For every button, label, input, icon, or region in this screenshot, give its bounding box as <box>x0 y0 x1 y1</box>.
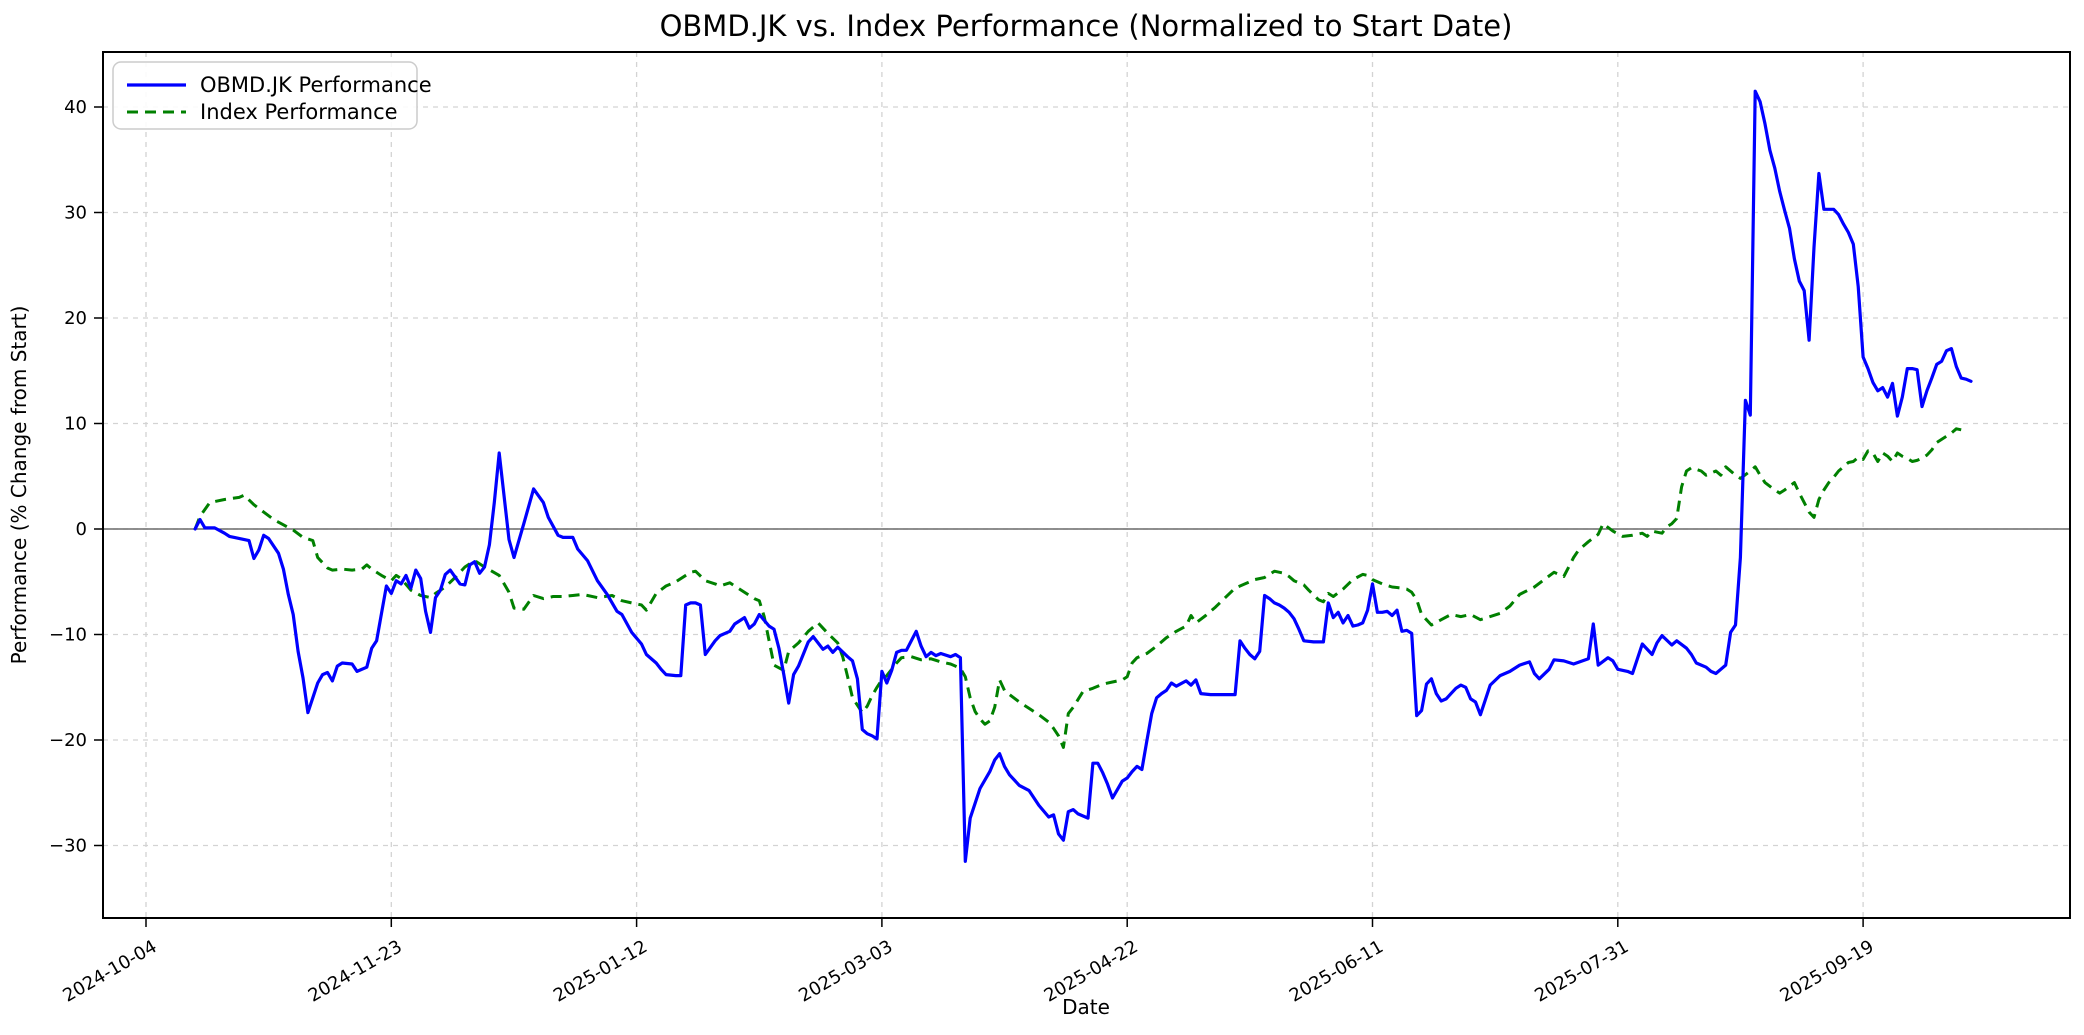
legend-label-obmdjk: OBMD.JK Performance <box>200 73 432 97</box>
y-tick-label: 20 <box>64 308 87 329</box>
obmdjk-performance-line <box>193 89 1973 863</box>
legend-label-index: Index Performance <box>200 100 398 124</box>
plot-border <box>102 51 2071 919</box>
x-tick-label: 2024-10-04 <box>59 936 160 1006</box>
y-tick-label: 0 <box>76 519 87 540</box>
legend-item-index: Index Performance <box>127 100 398 124</box>
y-axis-ticks: −30 −20 −10 0 10 20 30 40 <box>49 97 103 857</box>
y-gridlines <box>103 106 2070 847</box>
index-performance-line <box>193 427 1962 749</box>
x-tick-label: 2025-01-12 <box>550 936 651 1006</box>
x-tick-label: 2025-06-11 <box>1286 936 1387 1006</box>
y-axis-label: Performance (% Change from Start) <box>7 306 31 665</box>
x-gridlines <box>145 52 1864 918</box>
x-tick-label: 2024-11-23 <box>305 936 406 1006</box>
x-tick-label: 2025-03-03 <box>795 936 896 1006</box>
x-axis-label: Date <box>1062 995 1110 1019</box>
legend-box <box>112 61 418 130</box>
y-tick-label: 10 <box>64 414 87 435</box>
y-tick-label: −10 <box>49 625 87 646</box>
y-tick-label: 30 <box>64 203 87 224</box>
chart-title: OBMD.JK vs. Index Performance (Normalize… <box>660 9 1513 43</box>
x-tick-label: 2025-07-31 <box>1531 936 1632 1006</box>
x-tick-label: 2025-09-19 <box>1777 936 1878 1006</box>
legend-item-obmdjk: OBMD.JK Performance <box>127 73 432 97</box>
legend: OBMD.JK Performance Index Performance <box>112 61 432 130</box>
y-tick-label: −20 <box>49 730 87 751</box>
y-tick-label: 40 <box>64 97 87 118</box>
x-axis-ticks: 2024-10-04 2024-11-23 2025-01-12 2025-03-03… <box>59 918 1878 1007</box>
y-tick-label: −30 <box>49 836 87 857</box>
